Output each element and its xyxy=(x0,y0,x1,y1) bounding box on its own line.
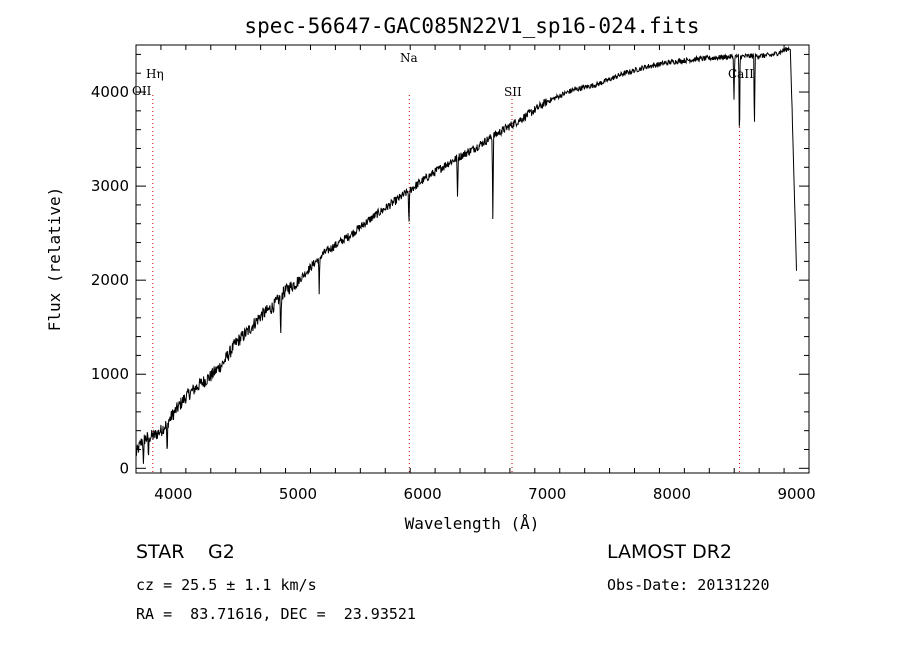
spectral-line-label: Na xyxy=(400,51,418,65)
x-tick-label: 7000 xyxy=(528,485,566,503)
coordinates: RA = 83.71616, DEC = 23.93521 xyxy=(136,605,416,623)
x-tick-label: 9000 xyxy=(777,485,815,503)
x-tick-label: 5000 xyxy=(279,485,317,503)
observation-date: Obs-Date: 20131220 xyxy=(607,576,770,594)
y-tick-label: 0 xyxy=(119,459,129,477)
survey-name: LAMOST DR2 xyxy=(607,541,732,563)
y-axis: 0 1000 2000 3000 4000 xyxy=(91,53,809,477)
object-class: STAR xyxy=(136,541,185,563)
y-tick-label: 1000 xyxy=(91,365,129,383)
y-tick-label: 4000 xyxy=(91,83,129,101)
spectral-line-label: OII xyxy=(132,84,152,98)
spectrum-line xyxy=(136,45,797,464)
spectral-line-label: Hη xyxy=(146,67,164,81)
redshift-value: cz = 25.5 ± 1.1 km/s xyxy=(136,576,317,594)
x-tick-label: 6000 xyxy=(404,485,442,503)
spectral-line-markers: Hη OII Na SII CaII xyxy=(132,51,754,473)
chart-title: spec-56647-GAC085N22V1_sp16-024.fits xyxy=(244,14,699,38)
plot-frame xyxy=(135,44,810,474)
object-subclass: G2 xyxy=(208,541,235,563)
spectral-line-label: CaII xyxy=(728,67,754,81)
x-axis: 4000 5000 6000 7000 8000 9000 xyxy=(135,45,816,503)
y-tick-label: 2000 xyxy=(91,271,129,289)
spectral-line-label: SII xyxy=(504,85,522,99)
spectrum-series xyxy=(136,45,797,464)
x-axis-label: Wavelength (Å) xyxy=(405,514,540,533)
y-axis-label: Flux (relative) xyxy=(45,187,64,332)
x-tick-label: 4000 xyxy=(154,485,192,503)
y-tick-label: 3000 xyxy=(91,177,129,195)
x-tick-label: 8000 xyxy=(653,485,691,503)
